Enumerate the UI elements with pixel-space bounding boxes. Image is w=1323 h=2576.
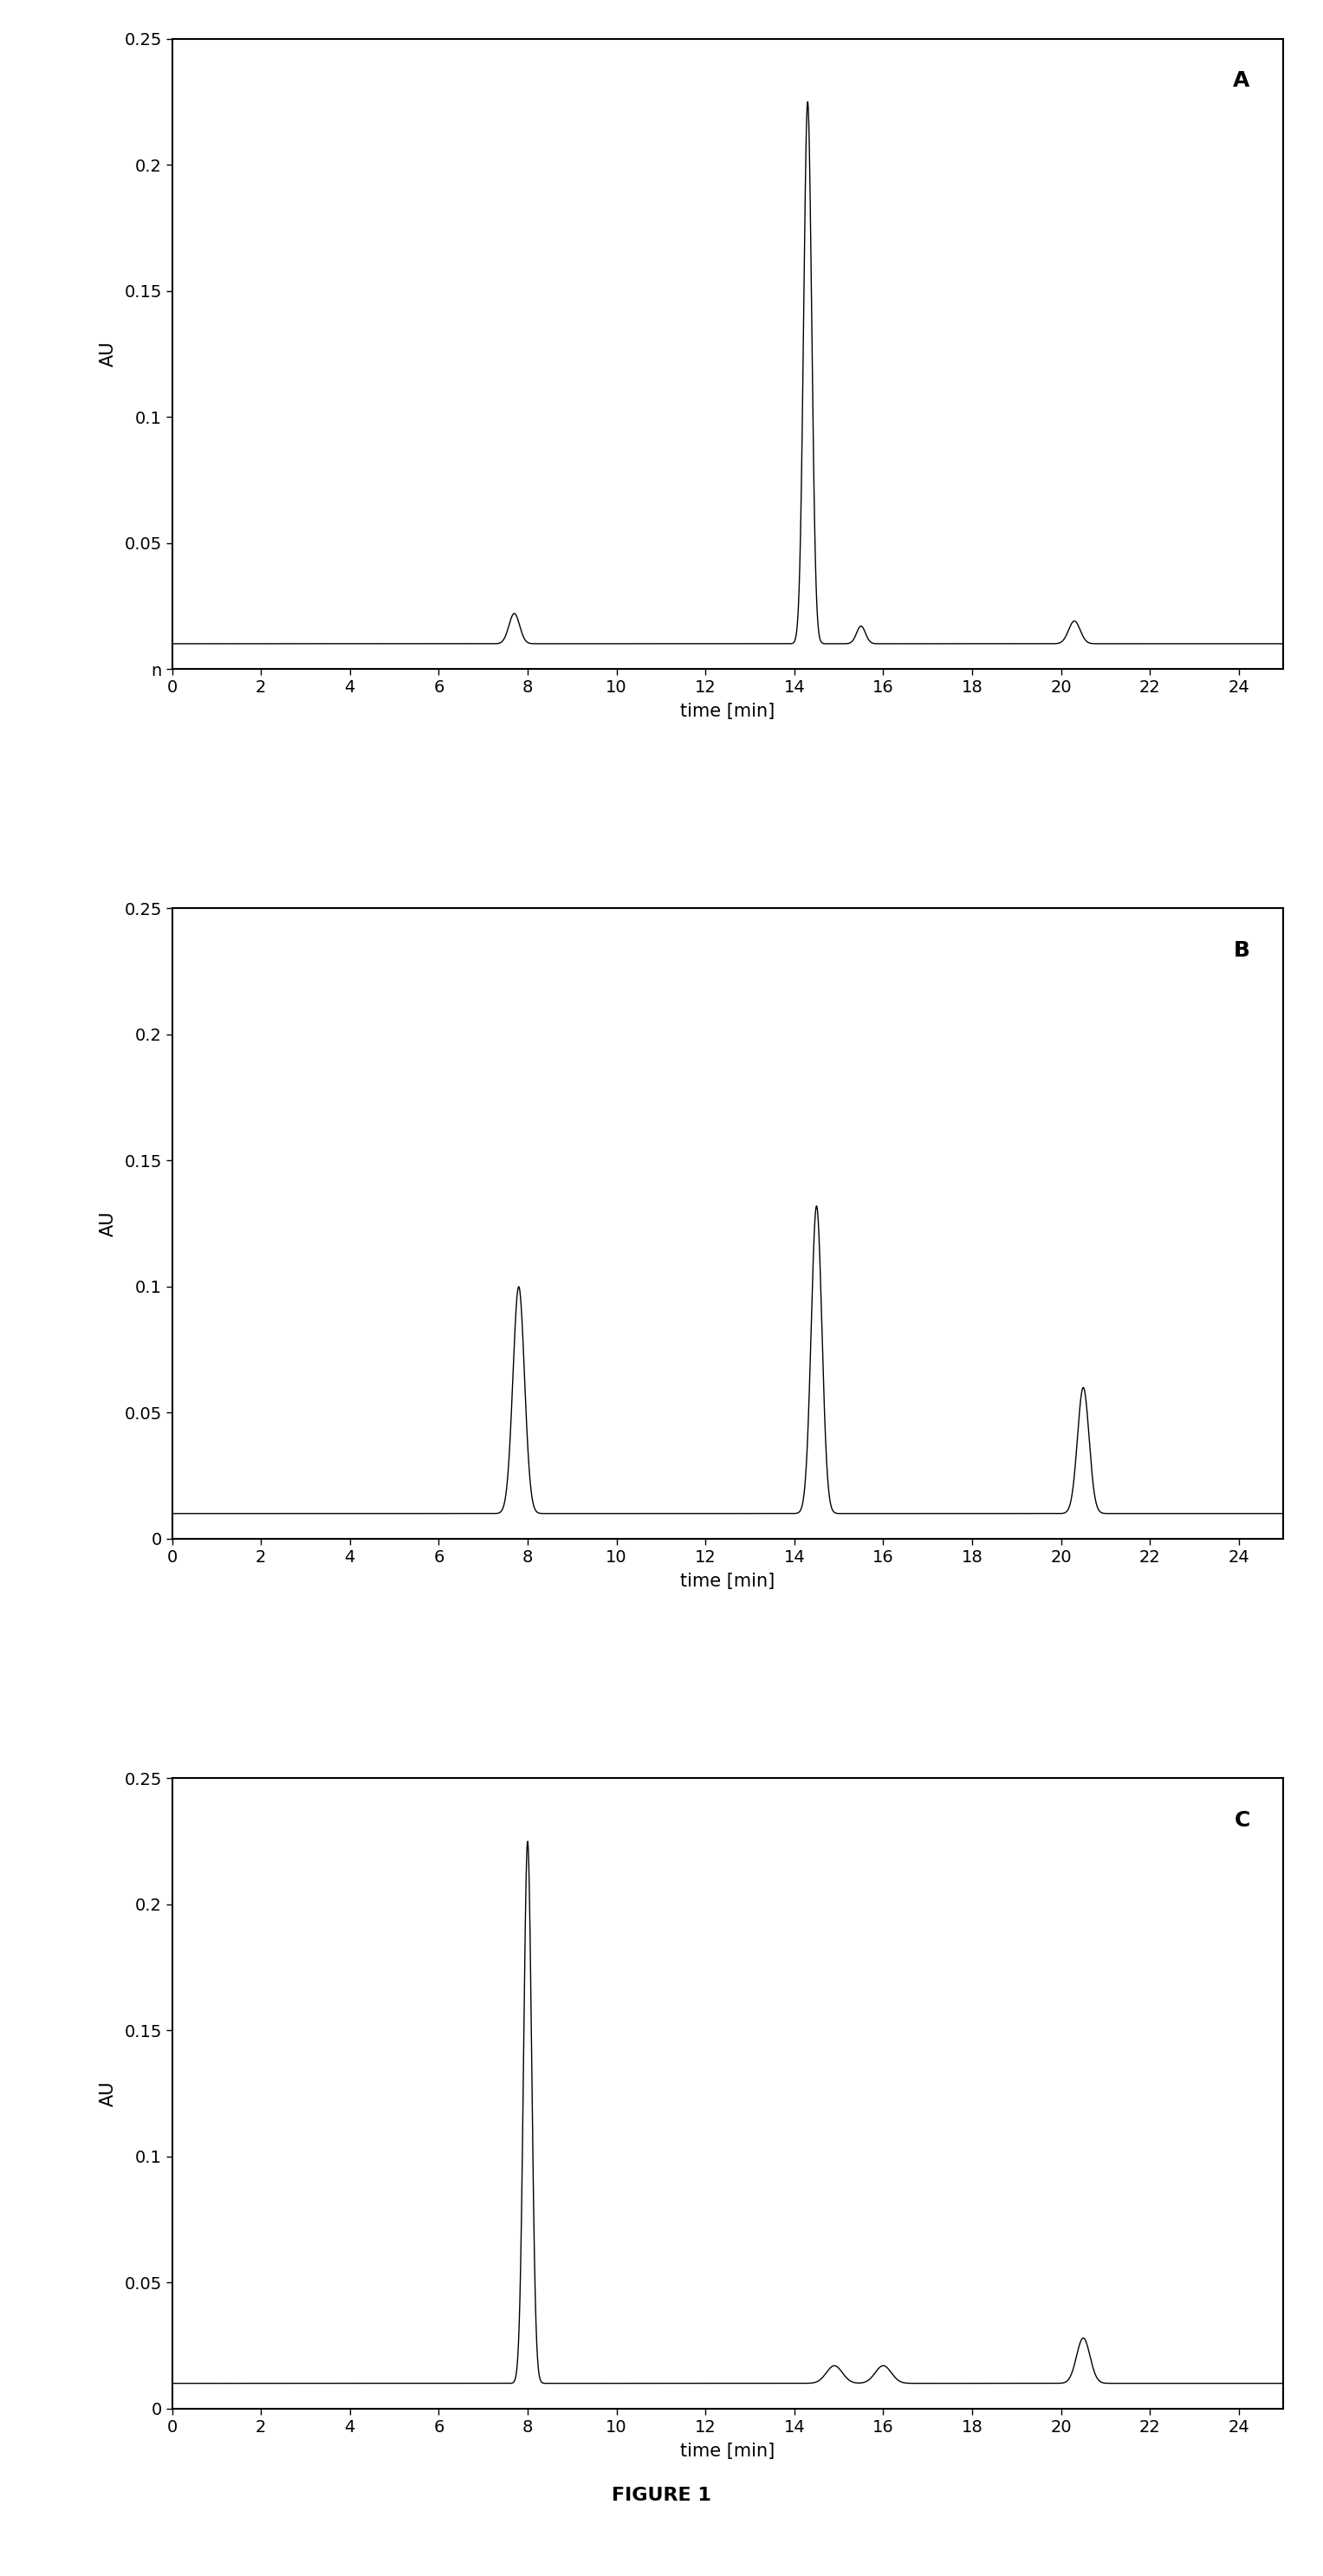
Y-axis label: AU: AU (99, 2081, 116, 2107)
X-axis label: time [min]: time [min] (680, 703, 775, 721)
Text: FIGURE 1: FIGURE 1 (611, 2486, 712, 2504)
Text: C: C (1234, 1811, 1250, 1832)
X-axis label: time [min]: time [min] (680, 2442, 775, 2460)
Y-axis label: AU: AU (99, 340, 116, 366)
Text: A: A (1233, 70, 1250, 90)
Text: B: B (1233, 940, 1250, 961)
X-axis label: time [min]: time [min] (680, 1574, 775, 1589)
Y-axis label: AU: AU (99, 1211, 116, 1236)
